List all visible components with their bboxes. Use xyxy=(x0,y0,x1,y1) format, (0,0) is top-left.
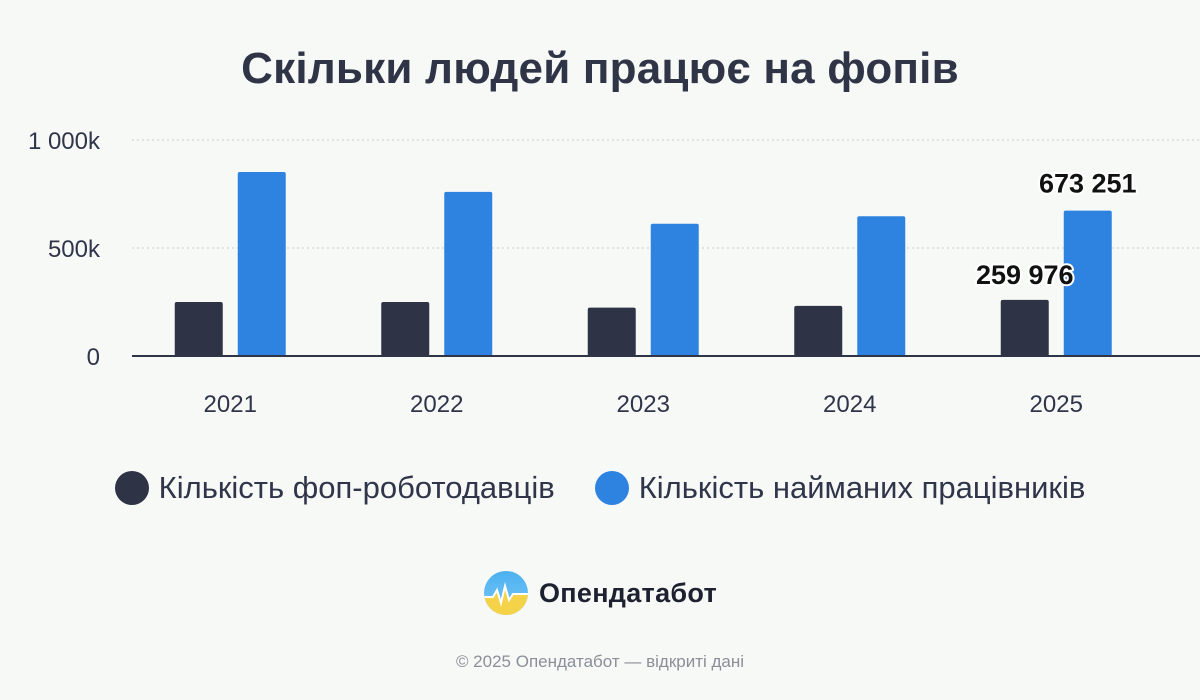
bar-employees-2022 xyxy=(444,191,493,356)
x-tick-label: 2025 xyxy=(1030,391,1083,418)
bar-employees-2023 xyxy=(650,223,699,356)
bar-employers-2025 xyxy=(1000,299,1049,356)
bar-employees-2024 xyxy=(857,216,906,356)
x-tick-label: 2024 xyxy=(823,391,876,418)
bar-employers-2021 xyxy=(174,302,223,356)
y-tick-label: 0 xyxy=(87,344,100,371)
legend-item-employees: Кількість найманих працівників xyxy=(594,470,1086,506)
data-label: 259 976 xyxy=(976,260,1074,290)
x-tick-label: 2022 xyxy=(410,391,463,418)
data-labels: 259 976 673 251 xyxy=(974,167,1139,292)
brand-logo: Опендатабот xyxy=(0,570,1200,616)
bar-employers-2023 xyxy=(587,307,636,356)
data-label: 673 251 xyxy=(1039,169,1137,199)
bar-chart: 0 500k 1 000k 2021 2022 2023 2024 2025 259 976… xyxy=(28,128,1200,418)
y-axis-ticks: 0 500k 1 000k xyxy=(28,128,101,371)
x-tick-label: 2023 xyxy=(617,391,670,418)
y-tick-label: 500k xyxy=(48,236,101,263)
legend-label-employees: Кількість найманих працівників xyxy=(638,470,1086,505)
chart-title: Скільки людей працює на фопів xyxy=(241,44,959,93)
brand-name: Опендатабот xyxy=(538,577,718,608)
grid-lines xyxy=(132,139,1200,249)
x-tick-label: 2021 xyxy=(204,391,257,418)
legend-label-employers: Кількість фоп-роботодавців xyxy=(158,470,555,505)
opendatabot-logo-icon xyxy=(483,571,528,615)
bar-employers-2022 xyxy=(381,302,430,356)
bar-employers-2024 xyxy=(794,305,843,356)
y-tick-label: 1 000k xyxy=(28,128,101,155)
footer-copyright: © 2025 Опендатабот — відкриті дані xyxy=(455,652,745,671)
bars xyxy=(174,171,1112,356)
bar-employees-2025 xyxy=(1063,210,1112,356)
bar-employees-2021 xyxy=(237,171,286,356)
legend-swatch-employees xyxy=(594,471,629,505)
legend-swatch-employers xyxy=(114,471,149,505)
legend: Кількість фоп-роботодавців Кількість най… xyxy=(0,470,1200,506)
x-axis-ticks: 2021 2022 2023 2024 2025 xyxy=(204,391,1083,418)
legend-item-employers: Кількість фоп-роботодавців xyxy=(114,470,555,506)
